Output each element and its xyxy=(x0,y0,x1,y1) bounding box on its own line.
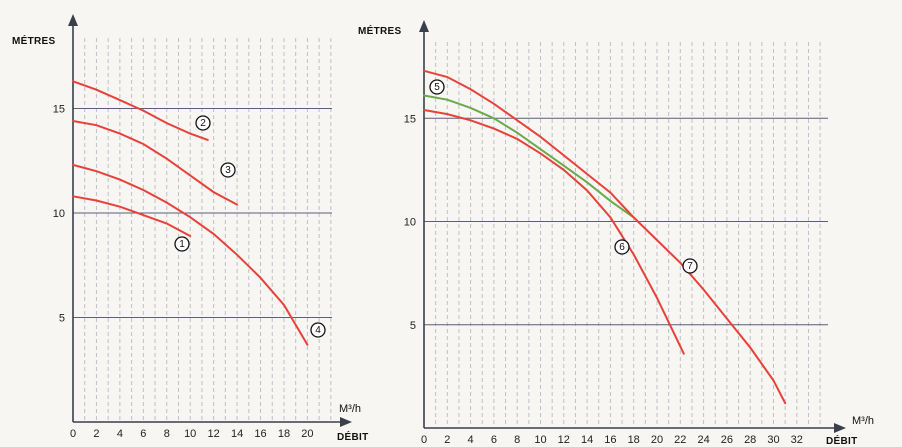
x-tick-label: 28 xyxy=(744,434,756,446)
x-tick-label: 2 xyxy=(444,434,450,446)
y-tick-label: 5 xyxy=(59,313,65,325)
series-marker-circle xyxy=(310,322,326,338)
x-tick-label: 30 xyxy=(767,434,779,446)
x-axis-title: DÉBIT xyxy=(337,430,369,443)
x-axis-arrow-icon xyxy=(340,417,352,427)
series-marker-4: 4 xyxy=(310,322,326,338)
x-tick-label: 8 xyxy=(514,434,520,446)
y-axis-arrow-icon xyxy=(68,14,78,26)
series-marker-7: 7 xyxy=(682,258,698,274)
series-marker-2: 2 xyxy=(195,115,211,131)
series-marker-circle xyxy=(429,79,445,95)
x-axis-arrow-icon xyxy=(834,423,846,433)
series-marker-label: 6 xyxy=(619,242,625,253)
series-line-6 xyxy=(423,109,685,355)
series-marker-circle xyxy=(614,239,630,255)
series-marker-circle xyxy=(682,258,698,274)
x-tick-label: 20 xyxy=(301,428,313,440)
series-marker-label: 5 xyxy=(434,82,440,93)
y-axis-title: MÉTRES xyxy=(358,24,401,37)
x-tick-label: 20 xyxy=(651,434,663,446)
series-marker-label: 4 xyxy=(315,325,321,336)
x-tick-label: 10 xyxy=(534,434,546,446)
x-tick-label: 18 xyxy=(278,428,290,440)
series-line-2 xyxy=(72,80,209,141)
x-tick-label: 4 xyxy=(468,434,474,446)
x-tick-label: 18 xyxy=(628,434,640,446)
y-tick-label: 10 xyxy=(53,208,65,220)
x-tick-label: 12 xyxy=(208,428,220,440)
x-axis-unit: M³/h xyxy=(852,415,874,427)
chart-panel-left: 0 2 4 6 8 10 12 14 16 18 2051015MÉTRESDÉBITM³/h123… xyxy=(12,14,369,443)
x-tick-label: 4 xyxy=(117,428,123,440)
y-axis-title: MÉTRES xyxy=(12,34,55,47)
x-tick-label: 0 xyxy=(70,428,76,440)
x-tick-label: 16 xyxy=(254,428,266,440)
series-marker-6: 6 xyxy=(614,239,630,255)
y-axis-arrow-icon xyxy=(419,20,429,32)
x-tick-label: 0 xyxy=(421,434,427,446)
x-tick-label: 32 xyxy=(791,434,803,446)
x-tick-label: 6 xyxy=(491,434,497,446)
series-marker-5: 5 xyxy=(429,79,445,95)
y-tick-label: 15 xyxy=(404,113,416,125)
x-tick-label: 24 xyxy=(697,434,709,446)
series-line-1 xyxy=(72,195,192,237)
x-tick-label: 14 xyxy=(581,434,593,446)
series-marker-label: 1 xyxy=(179,239,185,250)
series-marker-3: 3 xyxy=(220,162,236,178)
series-line-7 xyxy=(423,69,787,405)
series-line-4 xyxy=(72,163,309,346)
series-line-3 xyxy=(72,120,239,206)
x-axis-unit: M³/h xyxy=(339,403,361,415)
x-tick-label: 26 xyxy=(721,434,733,446)
series-marker-label: 3 xyxy=(225,165,231,176)
y-tick-label: 10 xyxy=(404,217,416,229)
series-marker-circle xyxy=(220,162,236,178)
x-tick-label: 8 xyxy=(164,428,170,440)
x-tick-label: 6 xyxy=(140,428,146,440)
y-tick-label: 15 xyxy=(53,104,65,116)
x-tick-label: 12 xyxy=(558,434,570,446)
series-marker-1: 1 xyxy=(174,236,190,252)
x-tick-label: 16 xyxy=(604,434,616,446)
x-tick-label: 10 xyxy=(184,428,196,440)
x-tick-label: 14 xyxy=(231,428,243,440)
x-tick-label: 2 xyxy=(93,428,99,440)
x-axis-title: DÉBIT xyxy=(826,434,858,447)
series-line-5 xyxy=(423,94,635,219)
x-tick-label: 22 xyxy=(674,434,686,446)
series-marker-circle xyxy=(174,236,190,252)
y-tick-label: 5 xyxy=(410,320,416,332)
series-marker-circle xyxy=(195,115,211,131)
chart-panel-right: 0 2 4 6 8 10 12 14 16 18 20 22 24 26 28 30 3251015MÉTRES… xyxy=(358,20,874,447)
series-marker-label: 7 xyxy=(687,261,693,272)
series-marker-label: 2 xyxy=(200,118,206,129)
